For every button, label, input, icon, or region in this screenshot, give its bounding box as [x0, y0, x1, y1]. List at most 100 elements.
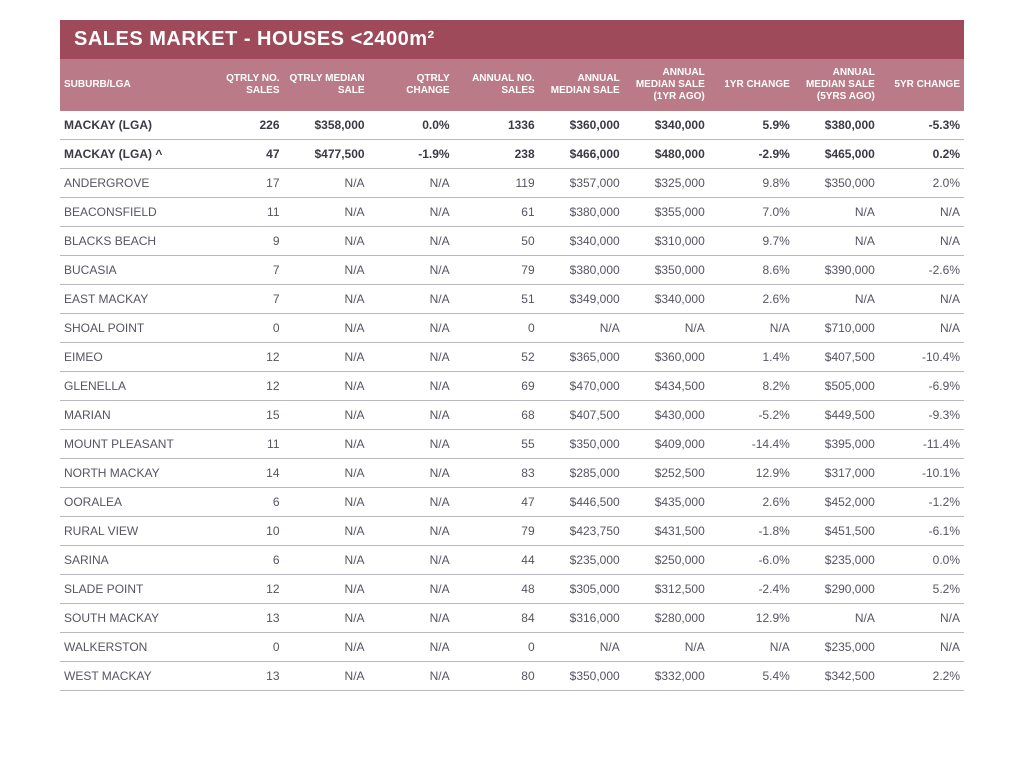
table-cell: 0.2%: [879, 140, 964, 169]
table-row: EIMEO12N/AN/A52$365,000$360,0001.4%$407,…: [60, 343, 964, 372]
table-cell: 55: [454, 430, 539, 459]
col-annual-median: ANNUAL MEDIAN SALE: [539, 59, 624, 111]
table-cell: 11: [198, 430, 283, 459]
table-cell: -9.3%: [879, 401, 964, 430]
table-cell: 68: [454, 401, 539, 430]
table-cell: N/A: [284, 633, 369, 662]
table-cell: 0.0%: [879, 546, 964, 575]
table-cell: NORTH MACKAY: [60, 459, 198, 488]
table-cell: $407,500: [794, 343, 879, 372]
table-cell: -1.8%: [709, 517, 794, 546]
table-cell: $423,750: [539, 517, 624, 546]
table-row: ANDERGROVE17N/AN/A119$357,000$325,0009.8…: [60, 169, 964, 198]
table-cell: -11.4%: [879, 430, 964, 459]
table-cell: SHOAL POINT: [60, 314, 198, 343]
table-cell: SARINA: [60, 546, 198, 575]
table-cell: 5.2%: [879, 575, 964, 604]
table-cell: 17: [198, 169, 283, 198]
table-cell: $431,500: [624, 517, 709, 546]
col-annual-no-sales: ANNUAL NO. SALES: [454, 59, 539, 111]
table-row: EAST MACKAY7N/AN/A51$349,000$340,0002.6%…: [60, 285, 964, 314]
table-cell: N/A: [284, 517, 369, 546]
table-cell: EAST MACKAY: [60, 285, 198, 314]
table-cell: $477,500: [284, 140, 369, 169]
table-cell: $350,000: [794, 169, 879, 198]
table-cell: $470,000: [539, 372, 624, 401]
table-cell: N/A: [624, 633, 709, 662]
table-cell: $365,000: [539, 343, 624, 372]
table-cell: N/A: [284, 256, 369, 285]
table-cell: N/A: [879, 285, 964, 314]
table-cell: $290,000: [794, 575, 879, 604]
table-cell: $340,000: [539, 227, 624, 256]
table-cell: $480,000: [624, 140, 709, 169]
table-cell: ANDERGROVE: [60, 169, 198, 198]
table-cell: N/A: [284, 430, 369, 459]
table-cell: $250,000: [624, 546, 709, 575]
table-cell: $312,500: [624, 575, 709, 604]
table-cell: N/A: [369, 169, 454, 198]
table-cell: 12.9%: [709, 604, 794, 633]
table-cell: N/A: [879, 314, 964, 343]
table-row: WEST MACKAY13N/AN/A80$350,000$332,0005.4…: [60, 662, 964, 691]
table-cell: 0: [198, 314, 283, 343]
table-cell: $340,000: [624, 285, 709, 314]
table-cell: 8.2%: [709, 372, 794, 401]
table-cell: $285,000: [539, 459, 624, 488]
table-cell: WALKERSTON: [60, 633, 198, 662]
table-cell: $360,000: [624, 343, 709, 372]
table-cell: 7: [198, 256, 283, 285]
table-cell: 8.6%: [709, 256, 794, 285]
table-cell: MACKAY (LGA): [60, 111, 198, 140]
table-cell: N/A: [284, 343, 369, 372]
table-cell: N/A: [709, 633, 794, 662]
table-cell: 15: [198, 401, 283, 430]
table-cell: N/A: [284, 198, 369, 227]
table-row: BLACKS BEACH9N/AN/A50$340,000$310,0009.7…: [60, 227, 964, 256]
table-cell: $380,000: [539, 198, 624, 227]
table-cell: 7.0%: [709, 198, 794, 227]
table-cell: N/A: [369, 459, 454, 488]
table-row: SARINA6N/AN/A44$235,000$250,000-6.0%$235…: [60, 546, 964, 575]
table-cell: -10.4%: [879, 343, 964, 372]
table-cell: $449,500: [794, 401, 879, 430]
table-cell: N/A: [284, 314, 369, 343]
table-cell: BLACKS BEACH: [60, 227, 198, 256]
table-cell: $316,000: [539, 604, 624, 633]
table-cell: 48: [454, 575, 539, 604]
table-cell: 52: [454, 343, 539, 372]
table-row: BEACONSFIELD11N/AN/A61$380,000$355,0007.…: [60, 198, 964, 227]
table-cell: N/A: [284, 401, 369, 430]
table-cell: 69: [454, 372, 539, 401]
table-row: OORALEA6N/AN/A47$446,500$435,0002.6%$452…: [60, 488, 964, 517]
table-cell: $357,000: [539, 169, 624, 198]
table-cell: N/A: [369, 488, 454, 517]
table-cell: $452,000: [794, 488, 879, 517]
col-5yr-change: 5YR CHANGE: [879, 59, 964, 111]
table-cell: N/A: [539, 633, 624, 662]
table-cell: $409,000: [624, 430, 709, 459]
table-cell: N/A: [879, 198, 964, 227]
table-cell: 51: [454, 285, 539, 314]
col-qtrly-median: QTRLY MEDIAN SALE: [284, 59, 369, 111]
table-cell: 79: [454, 517, 539, 546]
table-cell: N/A: [879, 604, 964, 633]
table-cell: N/A: [539, 314, 624, 343]
table-cell: 1336: [454, 111, 539, 140]
sales-table: SUBURB/LGA QTRLY NO. SALES QTRLY MEDIAN …: [60, 59, 964, 691]
table-cell: 0: [454, 633, 539, 662]
table-cell: $430,000: [624, 401, 709, 430]
table-cell: N/A: [369, 604, 454, 633]
table-row: MACKAY (LGA) ^47$477,500-1.9%238$466,000…: [60, 140, 964, 169]
table-cell: -6.1%: [879, 517, 964, 546]
table-cell: 47: [198, 140, 283, 169]
table-row: SOUTH MACKAY13N/AN/A84$316,000$280,00012…: [60, 604, 964, 633]
table-cell: $340,000: [624, 111, 709, 140]
table-cell: 9.7%: [709, 227, 794, 256]
table-cell: -2.9%: [709, 140, 794, 169]
table-cell: 9.8%: [709, 169, 794, 198]
table-cell: N/A: [369, 314, 454, 343]
table-cell: $390,000: [794, 256, 879, 285]
report-title: SALES MARKET - HOUSES <2400m²: [60, 20, 964, 59]
table-cell: N/A: [369, 198, 454, 227]
